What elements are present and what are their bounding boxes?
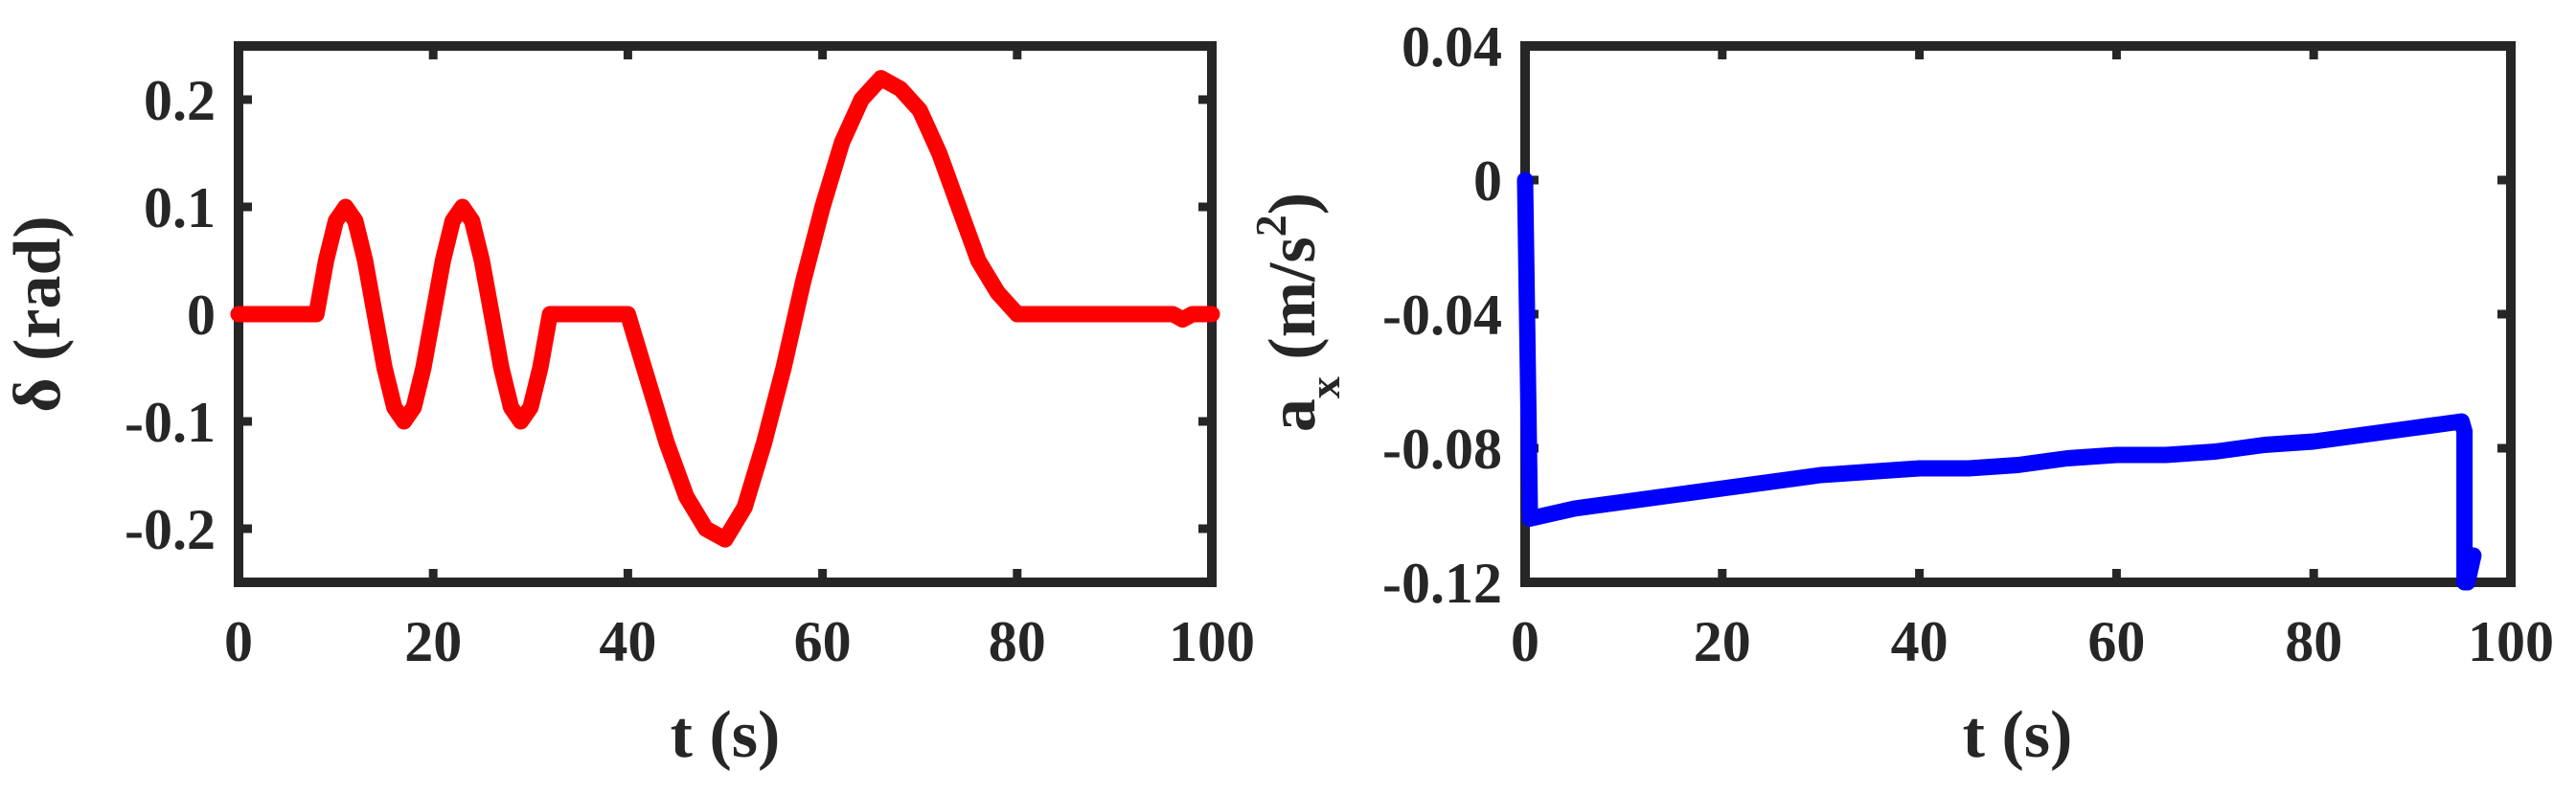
right-y-axis-label: ax (m/s2) <box>1246 193 1349 432</box>
ylabel-unit: (m/s <box>1256 237 1330 376</box>
y-tick-label: -0.04 <box>1382 284 1502 347</box>
y-tick-label: 0 <box>187 284 216 347</box>
y-tick-label: 0.04 <box>1402 15 1502 79</box>
acceleration-series-line <box>1516 171 2482 591</box>
y-tick-label: -0.12 <box>1382 552 1502 615</box>
y-tick-label: 0.2 <box>144 69 216 132</box>
y-tick-label: -0.2 <box>125 498 216 561</box>
x-tick-label: 80 <box>989 610 1046 673</box>
x-tick-label: 60 <box>794 610 852 673</box>
steering-angle-series-line <box>230 70 1220 548</box>
x-tick-label: 20 <box>404 610 462 673</box>
y-tick-label: 0 <box>1473 149 1502 213</box>
left-y-axis-label: δ (rad) <box>1 216 75 412</box>
x-tick-label: 100 <box>2468 610 2554 673</box>
right-tick-labels: 0 20 40 60 80 100 -0.12 -0.08 -0.04 0 0.04 <box>1382 15 2554 673</box>
x-tick-label: 80 <box>2285 610 2342 673</box>
left-tick-labels: 0 20 40 60 80 100 -0.2 -0.1 0 0.1 0.2 <box>125 69 1255 673</box>
longitudinal-acceleration-chart: 0 20 40 60 80 100 -0.12 -0.08 -0.04 0 0.04 t (s) a… <box>1246 15 2554 772</box>
steering-angle-chart: 0 20 40 60 80 100 -0.2 -0.1 0 0.1 0.2 t (s) δ (rad… <box>1 41 1255 772</box>
ylabel-close: ) <box>1256 193 1330 215</box>
y-tick-label: -0.1 <box>125 391 216 454</box>
x-tick-label: 0 <box>1511 610 1539 673</box>
x-tick-label: 60 <box>2087 610 2145 673</box>
y-tick-label: 0.1 <box>144 176 216 239</box>
ylabel-subscript: x <box>1300 376 1349 398</box>
y-tick-label: -0.08 <box>1382 418 1502 481</box>
ylabel-superscript: 2 <box>1246 215 1295 237</box>
x-tick-label: 40 <box>1891 610 1949 673</box>
x-tick-label: 0 <box>224 610 253 673</box>
x-tick-label: 40 <box>599 610 656 673</box>
left-x-axis-label: t (s) <box>671 698 781 772</box>
right-x-axis-label: t (s) <box>1963 698 2073 772</box>
x-tick-label: 20 <box>1694 610 1751 673</box>
ylabel-main: a <box>1256 398 1330 432</box>
x-tick-label: 100 <box>1169 610 1255 673</box>
